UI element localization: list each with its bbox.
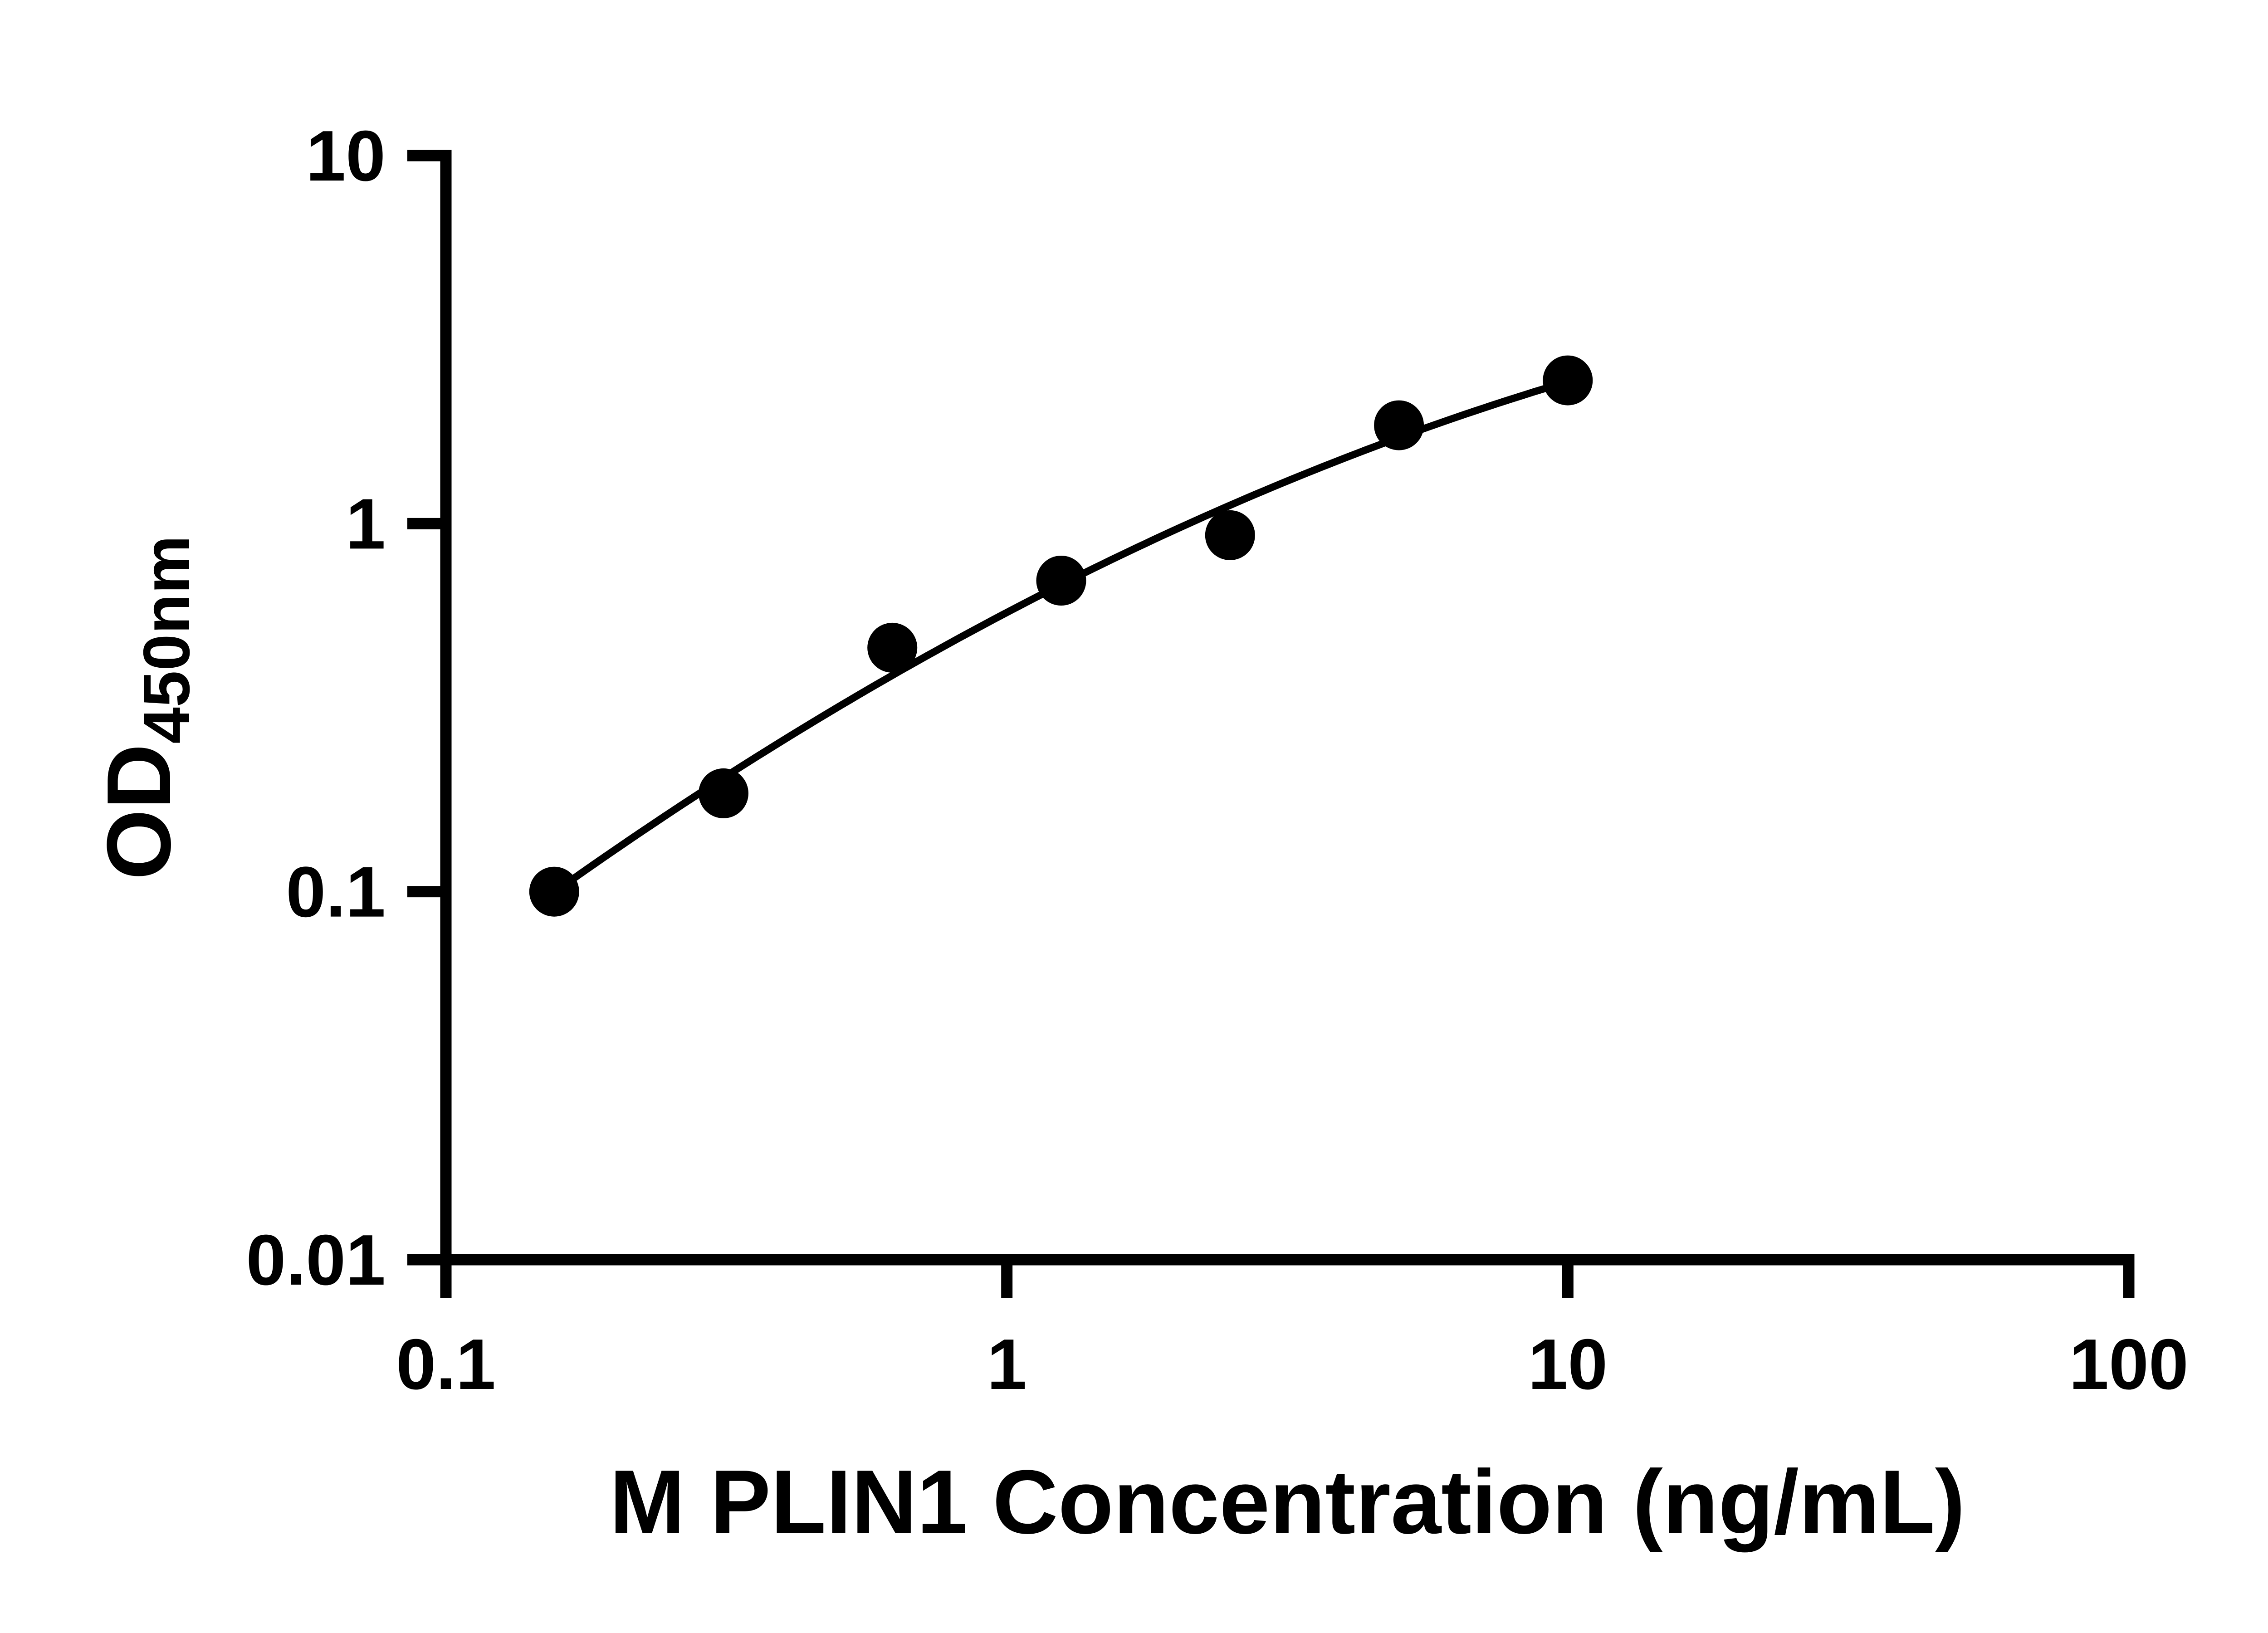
y-axis-title: OD450nm: [88, 535, 203, 880]
data-point: [1543, 355, 1593, 406]
x-tick-label: 0.1: [396, 1325, 496, 1404]
x-axis-title: M PLIN1 Concentration (ng/mL): [610, 1452, 1965, 1553]
data-point: [699, 768, 748, 818]
data-point: [867, 622, 918, 673]
data-point: [1036, 556, 1086, 606]
fit-curve: [550, 378, 1572, 896]
x-tick-label: 10: [1528, 1325, 1608, 1404]
y-tick-label: 1: [346, 484, 386, 564]
data-point: [1205, 510, 1255, 560]
y-tick-label: 10: [306, 116, 386, 196]
data-point: [1374, 400, 1424, 450]
x-tick-label: 100: [2069, 1325, 2189, 1404]
y-axis-title-main: OD: [88, 744, 190, 880]
x-tick-label: 1: [987, 1325, 1027, 1404]
y-tick-label: 0.01: [246, 1220, 386, 1300]
data-point: [529, 866, 579, 917]
y-tick-label: 0.1: [286, 852, 386, 932]
y-axis-title-subscript: 450nm: [130, 535, 203, 743]
